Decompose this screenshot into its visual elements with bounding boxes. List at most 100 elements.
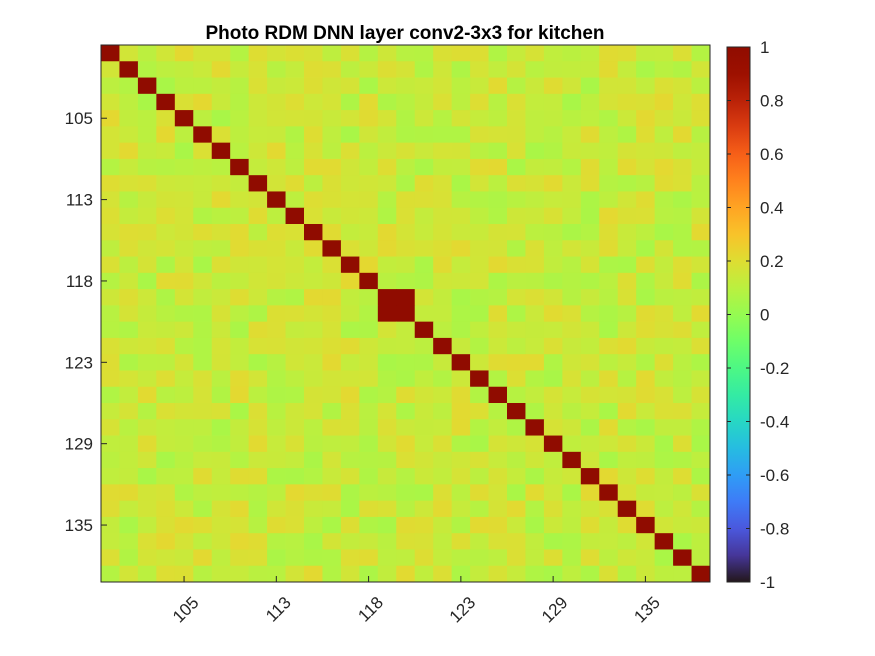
- heatmap-cell: [691, 191, 711, 209]
- heatmap-cell: [433, 549, 453, 567]
- heatmap-cell: [304, 110, 323, 127]
- heatmap-cell: [359, 272, 379, 290]
- heatmap-cell: [562, 142, 582, 160]
- heatmap-cell: [359, 110, 379, 127]
- heatmap-cell: [414, 93, 434, 111]
- x-tick-label: 105: [169, 593, 202, 626]
- heatmap-cell: [562, 484, 582, 502]
- heatmap-cell: [248, 61, 268, 78]
- heatmap-cell: [193, 77, 213, 95]
- heatmap-cell: [156, 126, 176, 144]
- heatmap-cell: [636, 256, 656, 274]
- heatmap-cell: [488, 207, 508, 225]
- heatmap-cell: [507, 142, 526, 160]
- heatmap-cell: [193, 516, 213, 534]
- heatmap-cell: [340, 110, 360, 127]
- heatmap-cell: [137, 468, 157, 485]
- heatmap-cell: [433, 468, 453, 485]
- heatmap-cell: [211, 419, 231, 436]
- heatmap-cell: [599, 158, 619, 176]
- heatmap-cell: [230, 484, 250, 502]
- heatmap-cell: [433, 256, 453, 274]
- heatmap-cell: [211, 435, 231, 453]
- heatmap-cell: [285, 484, 305, 502]
- y-tick-label: 113: [66, 191, 93, 210]
- heatmap-cell: [543, 403, 563, 420]
- heatmap-cell: [414, 256, 434, 274]
- heatmap-cell: [525, 468, 545, 485]
- heatmap-cell: [691, 500, 711, 518]
- heatmap-cell: [322, 191, 342, 209]
- heatmap-cell: [654, 142, 674, 160]
- heatmap-cell: [636, 158, 656, 176]
- heatmap-cell: [248, 175, 268, 192]
- heatmap-cell: [525, 451, 545, 469]
- heatmap-cell: [562, 240, 582, 257]
- heatmap-cell: [654, 565, 674, 583]
- heatmap-cell: [359, 468, 379, 485]
- heatmap-cell: [414, 516, 434, 534]
- heatmap-cell: [193, 207, 213, 225]
- heatmap-cell: [470, 191, 489, 209]
- heatmap-cell: [599, 533, 619, 550]
- heatmap-cell: [193, 386, 213, 404]
- heatmap-cell: [691, 468, 711, 485]
- heatmap-cell: [119, 484, 139, 502]
- heatmap-cell: [691, 289, 711, 306]
- heatmap-cell: [580, 240, 600, 257]
- heatmap-cell: [156, 354, 176, 371]
- heatmap-cell: [673, 500, 692, 518]
- heatmap-cell: [156, 191, 176, 209]
- heatmap-cell: [359, 224, 379, 241]
- heatmap-cell: [101, 370, 120, 388]
- heatmap-cell: [525, 533, 545, 550]
- colorbar-tick-label: -0.4: [760, 413, 789, 432]
- heatmap-cell: [599, 321, 619, 339]
- heatmap-cell: [396, 224, 416, 241]
- heatmap-cell: [304, 500, 323, 518]
- heatmap-cell: [211, 207, 231, 225]
- heatmap-cell: [543, 45, 563, 62]
- heatmap-cell: [101, 484, 120, 502]
- heatmap-cell: [377, 61, 397, 78]
- heatmap-cell: [507, 77, 526, 95]
- heatmap-cell: [654, 549, 674, 567]
- heatmap-cell: [691, 354, 711, 371]
- heatmap-cell: [580, 484, 600, 502]
- heatmap-cell: [617, 93, 637, 111]
- colorbar-tick-label: 0.2: [760, 252, 784, 271]
- heatmap-cell: [340, 403, 360, 420]
- y-tick-label: 105: [65, 109, 93, 128]
- heatmap-cell: [396, 370, 416, 388]
- heatmap-cell: [507, 240, 526, 257]
- heatmap-cell: [340, 142, 360, 160]
- heatmap-cell: [562, 451, 582, 469]
- heatmap-cell: [525, 175, 545, 192]
- heatmap-cell: [525, 354, 545, 371]
- heatmap-cell: [543, 207, 563, 225]
- heatmap-cell: [562, 500, 582, 518]
- heatmap-cell: [543, 158, 563, 176]
- x-tick-label: 118: [354, 593, 387, 626]
- heatmap-cell: [211, 175, 231, 192]
- heatmap-cell: [488, 565, 508, 583]
- heatmap-cell: [562, 256, 582, 274]
- heatmap-cell: [617, 77, 637, 95]
- heatmap-cell: [156, 419, 176, 436]
- heatmap-cell: [451, 224, 471, 241]
- heatmap-cell: [193, 435, 213, 453]
- heatmap-cell: [230, 256, 250, 274]
- heatmap-cell: [304, 354, 323, 371]
- heatmap-cell: [654, 451, 674, 469]
- heatmap-cell: [267, 305, 286, 323]
- heatmap-cell: [580, 45, 600, 62]
- heatmap-cell: [211, 533, 231, 550]
- heatmap-cell: [636, 435, 656, 453]
- heatmap-cell: [285, 191, 305, 209]
- heatmap-cell: [119, 500, 139, 518]
- heatmap-cell: [174, 337, 194, 355]
- heatmap-cell: [211, 93, 231, 111]
- heatmap-cell: [396, 45, 416, 62]
- heatmap-cell: [377, 354, 397, 371]
- colorbar-tick-label: -1: [760, 573, 775, 592]
